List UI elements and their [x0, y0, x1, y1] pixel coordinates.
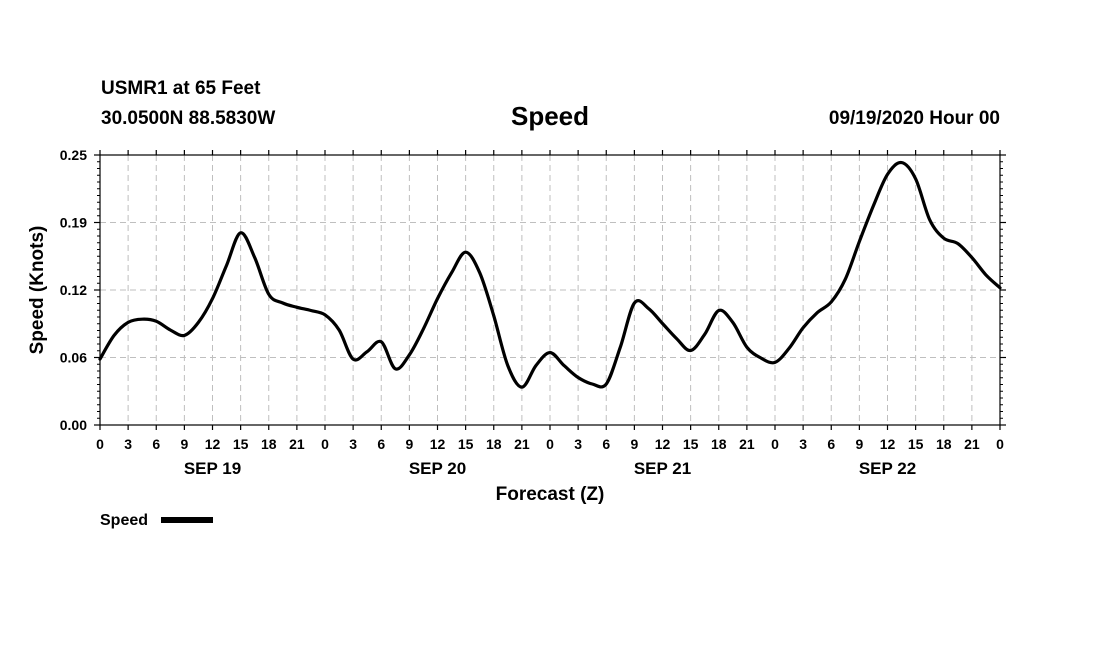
x-tick-label: 3	[574, 436, 582, 452]
x-tick-label: 12	[205, 436, 221, 452]
y-tick-label: 0.00	[60, 417, 87, 433]
x-tick-label: 6	[377, 436, 385, 452]
speed-series-line	[98, 160, 1002, 389]
x-tick-label: 21	[739, 436, 755, 452]
plot-frame	[99, 154, 1001, 426]
x-tick-label: 0	[321, 436, 329, 452]
x-tick-label: 18	[936, 436, 952, 452]
location-label: 30.0500N 88.5830W	[101, 108, 275, 129]
y-tick-label: 0.25	[60, 147, 87, 163]
day-label: SEP 19	[184, 459, 241, 478]
x-tick-label: 9	[855, 436, 863, 452]
chart-title: Speed	[511, 101, 589, 131]
x-tick-label: 18	[486, 436, 502, 452]
x-tick-label: 0	[546, 436, 554, 452]
x-tick-label: 9	[630, 436, 638, 452]
x-tick-label: 3	[799, 436, 807, 452]
x-tick-label: 18	[711, 436, 727, 452]
x-tick-label: 21	[964, 436, 980, 452]
x-tick-label: 0	[771, 436, 779, 452]
day-label: SEP 20	[409, 459, 466, 478]
x-tick-label: 9	[180, 436, 188, 452]
x-tick-label: 12	[655, 436, 671, 452]
x-tick-label: 15	[233, 436, 249, 452]
x-tick-label: 0	[96, 436, 104, 452]
station-label: USMR1 at 65 Feet	[101, 78, 261, 99]
x-tick-label: 12	[430, 436, 446, 452]
x-axis-ticks: 0 3 6 9 12 15 18 21 0 3 6 9 12 15 18 21 0 3 6 9 12 15 18 21 0 3 6 9…	[96, 150, 1004, 452]
x-tick-label: 21	[514, 436, 530, 452]
y-axis-label: Speed (Knots)	[27, 226, 48, 355]
x-tick-label: 21	[289, 436, 305, 452]
x-tick-label: 3	[349, 436, 357, 452]
x-tick-label: 0	[996, 436, 1004, 452]
x-tick-label: 6	[827, 436, 835, 452]
day-label: SEP 22	[859, 459, 916, 478]
y-tick-label: 0.06	[60, 350, 87, 366]
x-tick-label: 15	[683, 436, 699, 452]
x-tick-label: 15	[908, 436, 924, 452]
legend-line-swatch	[161, 517, 213, 523]
x-tick-label: 12	[880, 436, 896, 452]
x-axis-label: Forecast (Z)	[496, 484, 605, 505]
x-tick-label: 9	[405, 436, 413, 452]
grid-lines	[100, 155, 1000, 425]
x-tick-label: 18	[261, 436, 277, 452]
day-label: SEP 21	[634, 459, 691, 478]
day-labels: SEP 19 SEP 20 SEP 21 SEP 22	[184, 459, 916, 478]
x-tick-label: 6	[152, 436, 160, 452]
legend-label: Speed	[100, 512, 148, 529]
datetime-label: 09/19/2020 Hour 00	[829, 108, 1000, 129]
x-tick-label: 6	[602, 436, 610, 452]
y-tick-label: 0.19	[60, 215, 87, 231]
y-tick-label: 0.12	[60, 282, 87, 298]
x-tick-label: 3	[124, 436, 132, 452]
x-tick-label: 15	[458, 436, 474, 452]
